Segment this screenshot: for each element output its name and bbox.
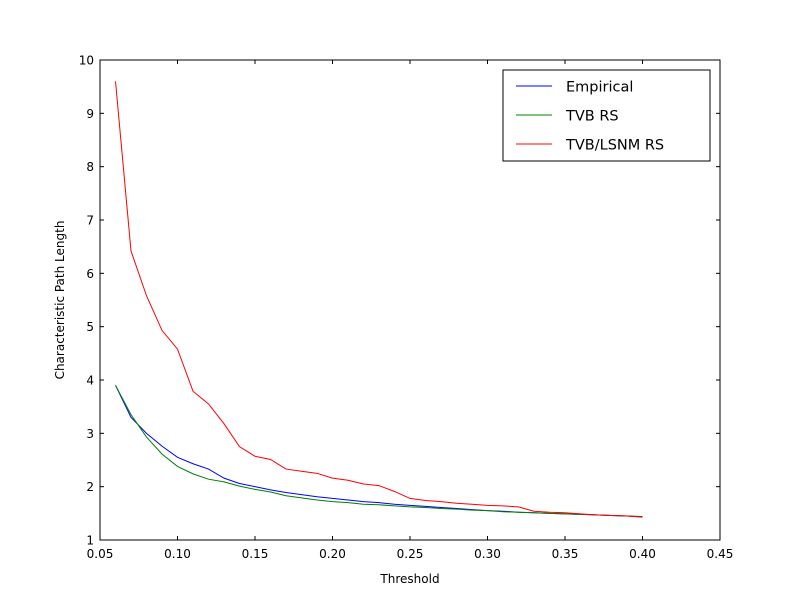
x-tick-label: 0.10: [164, 547, 191, 561]
x-axis-label: Threshold: [379, 572, 439, 586]
x-tick-label: 0.45: [707, 547, 734, 561]
legend-label-empirical: Empirical: [566, 80, 633, 96]
y-tick-label: 2: [86, 480, 94, 494]
series-line-tvb-rs: [115, 385, 643, 518]
x-tick-label: 0.25: [397, 547, 424, 561]
x-tick-label: 0.15: [242, 547, 269, 561]
y-tick-label: 3: [86, 427, 94, 441]
x-tick-label: 0.30: [474, 547, 501, 561]
y-tick-label: 9: [86, 107, 94, 121]
legend-label-tvb-lsnm-rs: TVB/LSNM RS: [565, 138, 664, 154]
y-tick-label: 5: [86, 320, 94, 334]
y-tick-label: 1: [86, 534, 94, 548]
axis-tick-labels: 0.05 0.10 0.15 0.20 0.25 0.30 0.35 0.40 0.45 1 2 3 4…: [79, 54, 734, 562]
y-axis-label: Characteristic Path Length: [53, 221, 67, 380]
x-tick-label: 0.40: [629, 547, 656, 561]
y-tick-label: 7: [86, 214, 94, 228]
x-tick-label: 0.35: [552, 547, 579, 561]
series-lines: [115, 81, 643, 518]
series-line-tvb-lsnm-rs: [115, 81, 643, 518]
plot-frame: [99, 59, 721, 541]
legend-label-tvb-rs: TVB RS: [565, 109, 619, 125]
y-tick-label: 10: [79, 54, 94, 68]
legend: Empirical TVB RS TVB/LSNM RS: [502, 69, 711, 162]
x-tick-label: 0.05: [87, 547, 114, 561]
x-tick-label: 0.20: [319, 547, 346, 561]
y-tick-label: 8: [86, 160, 94, 174]
y-tick-label: 4: [86, 374, 94, 388]
y-tick-label: 6: [86, 267, 94, 281]
